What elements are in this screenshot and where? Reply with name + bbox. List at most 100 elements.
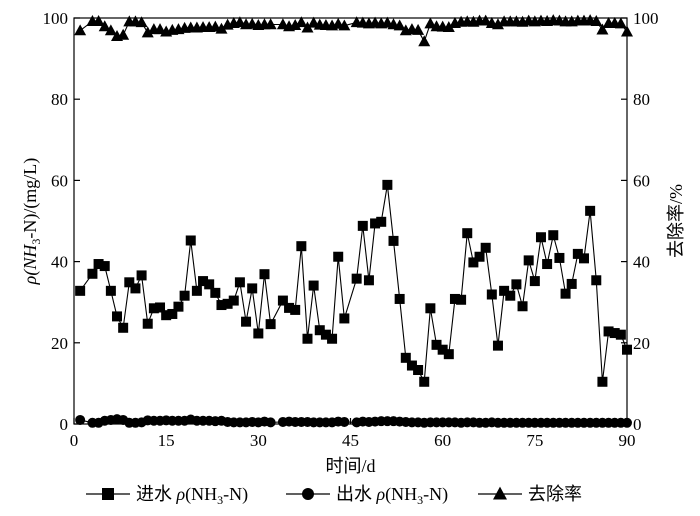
x-tick-label: 45: [342, 431, 359, 450]
legend-item: 去除率: [478, 484, 582, 504]
data-point: [578, 253, 589, 264]
data-point: [191, 285, 202, 296]
data-point: [615, 329, 626, 340]
data-point: [357, 220, 368, 231]
data-point: [499, 285, 510, 296]
data-point: [394, 293, 405, 304]
data-point: [456, 294, 467, 305]
data-point: [622, 417, 632, 428]
right-y-tick-label: 80: [633, 90, 650, 109]
data-point: [295, 16, 308, 28]
data-point: [198, 276, 209, 287]
data-point: [141, 26, 154, 38]
legend-label: 进水 ρ(NH3-N): [136, 484, 248, 507]
data-point: [247, 283, 258, 294]
data-point: [418, 35, 431, 47]
data-point: [210, 287, 221, 298]
data-point: [142, 318, 153, 329]
data-point: [535, 232, 546, 243]
data-point: [130, 283, 141, 294]
data-point: [596, 23, 609, 35]
legend: 进水 ρ(NH3-N) 出水 ρ(NH3-N) 去除率: [86, 484, 582, 507]
x-tick-label: 15: [158, 431, 175, 450]
series-1: [75, 179, 632, 387]
data-point: [253, 328, 264, 339]
left-y-axis-title-part: -N)/(mg/L): [20, 158, 41, 239]
data-point: [449, 293, 460, 304]
data-point: [388, 235, 399, 246]
data-point: [523, 255, 534, 266]
left-y-axis-title: ρ(NH3-N)/(mg/L): [20, 158, 43, 286]
data-point: [621, 25, 633, 37]
right-y-tick-label: 100: [633, 9, 659, 28]
right-y-tick-label: 0: [633, 415, 642, 434]
data-point: [124, 277, 135, 288]
data-point: [474, 251, 485, 262]
left-y-axis-title-subscript: 3: [29, 239, 43, 245]
data-point: [204, 279, 215, 290]
left-y-tick-label: 60: [51, 171, 68, 190]
data-point: [104, 24, 117, 36]
data-point: [591, 275, 602, 286]
data-point: [284, 302, 295, 313]
data-point: [603, 326, 614, 337]
data-point: [173, 301, 184, 312]
data-point: [572, 248, 583, 259]
data-point: [327, 333, 338, 344]
data-point: [93, 259, 104, 270]
left-y-tick-label: 100: [43, 9, 69, 28]
x-tick-label: 0: [70, 431, 79, 450]
data-point: [75, 414, 86, 425]
series-2: [75, 414, 632, 428]
left-y-tick-label: 0: [60, 415, 69, 434]
data-point: [468, 257, 479, 268]
data-point: [491, 18, 504, 30]
left-y-axis-title-part: ρ(NH: [20, 244, 41, 286]
left-y-tick-label: 80: [51, 90, 68, 109]
right-y-axis-ticks: 0 20 40 60 80 100: [621, 9, 659, 434]
data-point: [98, 20, 111, 32]
data-point: [135, 16, 148, 28]
data-point: [480, 242, 491, 253]
legend-marker: [102, 488, 114, 500]
data-point: [400, 352, 411, 363]
x-axis-title: 时间/d: [325, 456, 375, 476]
data-point: [338, 19, 351, 31]
data-point: [228, 295, 239, 306]
data-point: [614, 17, 627, 29]
data-point: [413, 365, 424, 376]
right-y-tick-label: 60: [633, 171, 650, 190]
right-y-tick-label: 20: [633, 334, 650, 353]
data-point: [155, 302, 166, 313]
data-point: [320, 329, 331, 340]
series-layer: [74, 14, 633, 428]
right-y-axis-title: 去除率/%: [666, 184, 686, 258]
data-point: [376, 216, 387, 227]
data-point: [234, 277, 245, 288]
data-point: [179, 290, 190, 301]
data-point: [148, 303, 159, 314]
data-point: [259, 269, 270, 280]
data-point: [419, 376, 430, 387]
data-point: [370, 218, 381, 229]
data-point: [167, 308, 178, 319]
x-tick-label: 30: [250, 431, 267, 450]
data-point: [216, 300, 227, 311]
x-tick-label: 60: [434, 431, 451, 450]
data-point: [339, 416, 350, 427]
data-point: [363, 275, 374, 286]
data-point: [112, 311, 123, 322]
legend-marker: [302, 488, 314, 500]
data-point: [92, 14, 105, 26]
data-point: [442, 21, 455, 33]
left-y-tick-label: 20: [51, 334, 68, 353]
legend-label: 去除率: [528, 484, 582, 504]
data-point: [462, 228, 473, 239]
data-point: [264, 18, 277, 30]
data-point: [161, 310, 172, 321]
data-point: [597, 376, 608, 387]
data-point: [542, 259, 553, 270]
data-point: [87, 268, 98, 279]
data-point: [301, 21, 314, 33]
